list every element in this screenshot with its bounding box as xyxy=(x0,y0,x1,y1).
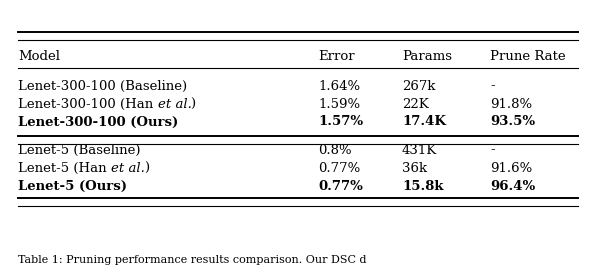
Text: 96.4%: 96.4% xyxy=(490,180,535,192)
Text: Params: Params xyxy=(402,49,452,63)
Text: Lenet-5 (Baseline): Lenet-5 (Baseline) xyxy=(18,143,141,157)
Text: 93.5%: 93.5% xyxy=(490,115,535,128)
Text: 0.77%: 0.77% xyxy=(318,180,363,192)
Text: 1.64%: 1.64% xyxy=(318,80,360,93)
Text: 91.6%: 91.6% xyxy=(490,162,532,175)
Text: 267k: 267k xyxy=(402,80,436,93)
Text: 1.59%: 1.59% xyxy=(318,98,360,110)
Text: 431K: 431K xyxy=(402,143,437,157)
Text: et al.: et al. xyxy=(157,98,191,110)
Text: Error: Error xyxy=(318,49,355,63)
Text: Lenet-5 (Han: Lenet-5 (Han xyxy=(18,162,111,175)
Text: -: - xyxy=(490,143,495,157)
Text: 91.8%: 91.8% xyxy=(490,98,532,110)
Text: Lenet-300-100 (Han: Lenet-300-100 (Han xyxy=(18,98,157,110)
Text: et al.: et al. xyxy=(111,162,145,175)
Text: 1.57%: 1.57% xyxy=(318,115,363,128)
Text: 36k: 36k xyxy=(402,162,427,175)
Text: Model: Model xyxy=(18,49,60,63)
Text: Prune Rate: Prune Rate xyxy=(490,49,566,63)
Text: 0.77%: 0.77% xyxy=(318,162,360,175)
Text: 0.8%: 0.8% xyxy=(318,143,352,157)
Text: ): ) xyxy=(145,162,154,175)
Text: Table 1: Pruning performance results comparison. Our DSC d: Table 1: Pruning performance results com… xyxy=(18,255,367,265)
Text: 22K: 22K xyxy=(402,98,429,110)
Text: Lenet-300-100 (Ours): Lenet-300-100 (Ours) xyxy=(18,115,178,128)
Text: Lenet-5 (Ours): Lenet-5 (Ours) xyxy=(18,180,127,192)
Text: Lenet-300-100 (Baseline): Lenet-300-100 (Baseline) xyxy=(18,80,187,93)
Text: ): ) xyxy=(191,98,201,110)
Text: 15.8k: 15.8k xyxy=(402,180,443,192)
Text: 17.4K: 17.4K xyxy=(402,115,446,128)
Text: -: - xyxy=(490,80,495,93)
